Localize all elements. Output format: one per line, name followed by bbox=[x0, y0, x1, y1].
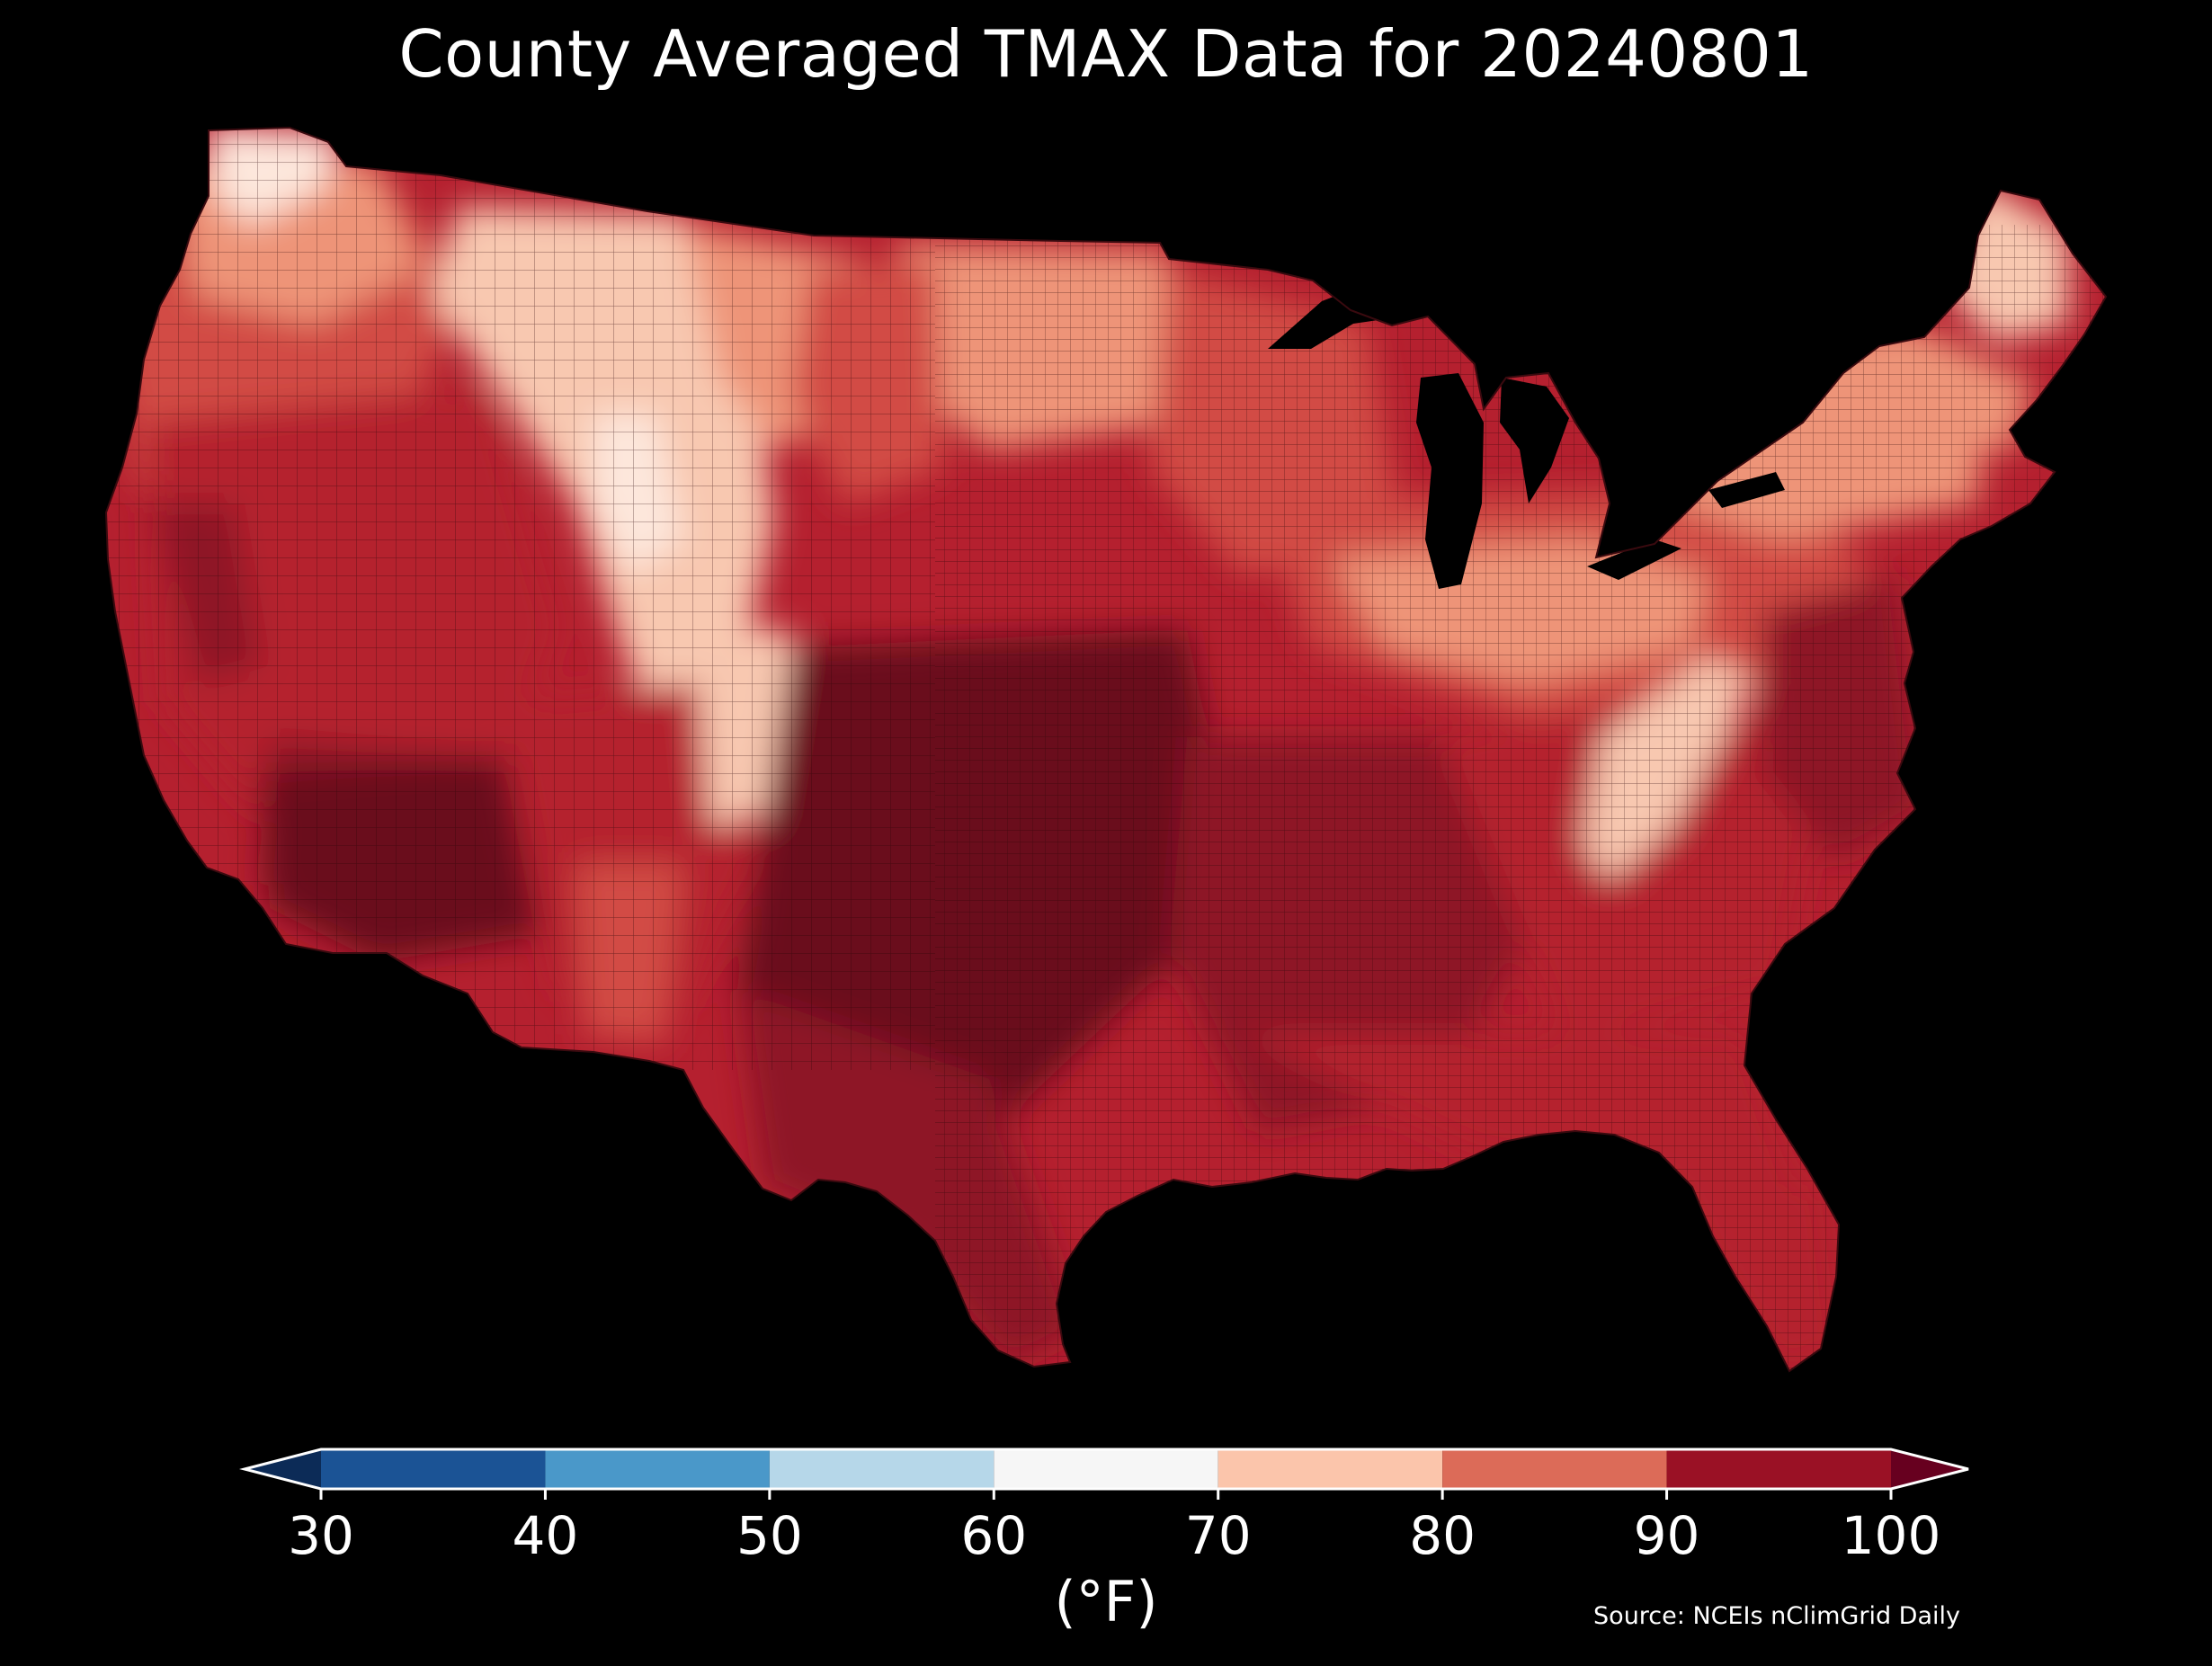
lake-michigan bbox=[1416, 373, 1484, 589]
country-outline bbox=[104, 126, 2108, 1373]
lake-superior bbox=[1268, 279, 1421, 349]
colorbar-bin-0 bbox=[321, 1449, 546, 1489]
source-note: Source: NCEIs nClimGrid Daily bbox=[1593, 1602, 1960, 1630]
colorbar-tick-label: 80 bbox=[1409, 1505, 1476, 1566]
colorbar-bin-4 bbox=[1217, 1449, 1443, 1489]
colorbar-over-arrow bbox=[1891, 1449, 1968, 1489]
colorbar: 30 40 50 60 70 80 90 100 bbox=[239, 1448, 1969, 1566]
colorbar-bin-3 bbox=[994, 1449, 1218, 1489]
lake-huron bbox=[1500, 378, 1569, 503]
colorbar-tick-label: 40 bbox=[513, 1505, 579, 1566]
colorbar-tick-label: 30 bbox=[288, 1505, 354, 1566]
colorbar-tick-label: 100 bbox=[1842, 1505, 1941, 1566]
colorbar-bin-2 bbox=[769, 1449, 995, 1489]
colorbar-tick-label: 60 bbox=[960, 1505, 1027, 1566]
colorbar-under-arrow bbox=[245, 1449, 321, 1489]
colorbar-tick-label: 70 bbox=[1185, 1505, 1252, 1566]
lake-ontario bbox=[1708, 472, 1785, 508]
colorbar-bin-6 bbox=[1666, 1449, 1891, 1489]
colorbar-tick-label: 50 bbox=[736, 1505, 803, 1566]
colorbar-bin-5 bbox=[1442, 1449, 1667, 1489]
great-lakes bbox=[1268, 279, 1785, 589]
map-title: County Averaged TMAX Data for 20240801 bbox=[398, 16, 1814, 92]
lake-erie bbox=[1587, 539, 1681, 580]
colorbar-tick-label: 90 bbox=[1634, 1505, 1700, 1566]
colorbar-bin-1 bbox=[545, 1449, 770, 1489]
colorbar-unit-label: (°F) bbox=[1054, 1569, 1158, 1635]
